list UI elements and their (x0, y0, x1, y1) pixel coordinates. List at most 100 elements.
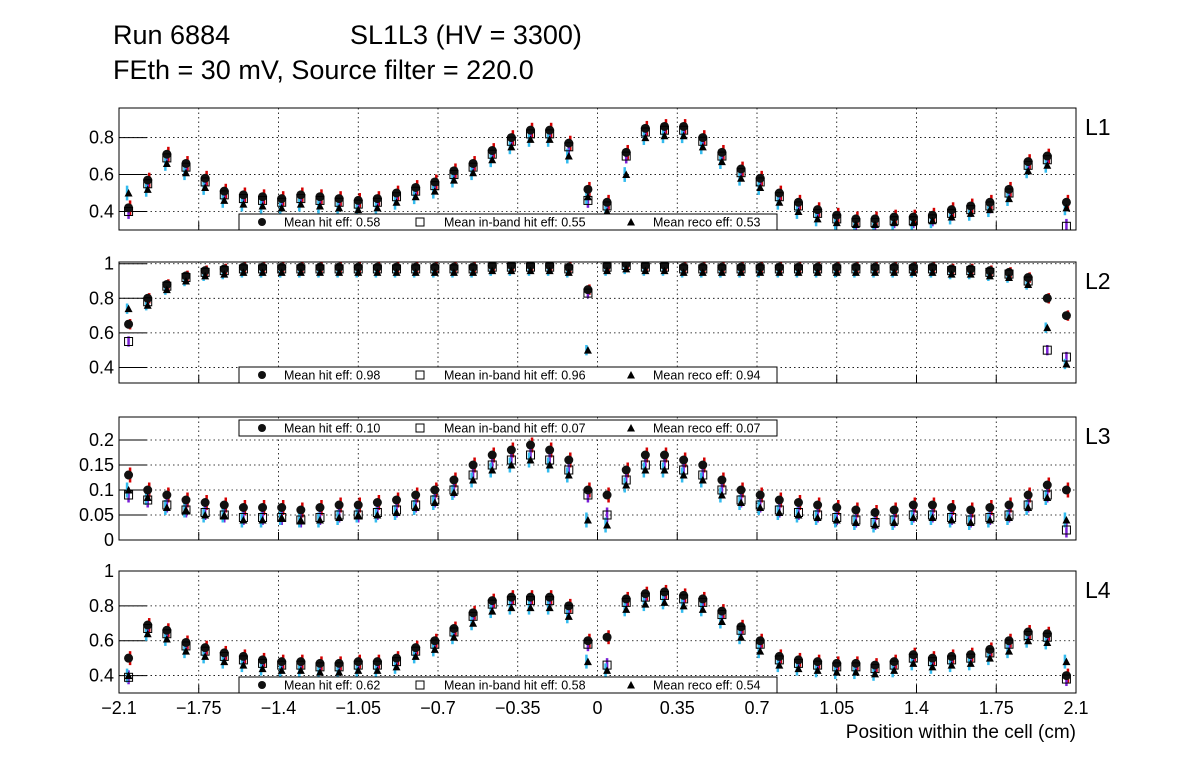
legend-entry: Mean in-band hit eff: 0.07 (444, 422, 586, 436)
reco-marker (660, 266, 669, 275)
reco-marker (373, 511, 382, 519)
reco-marker (851, 268, 860, 276)
reco-marker (679, 601, 688, 610)
hit-marker (1061, 197, 1071, 207)
reco-marker (679, 471, 688, 479)
reco-marker (392, 662, 401, 671)
panel-label: L2 (1085, 268, 1111, 294)
reco-marker (488, 155, 497, 164)
reco-marker (756, 268, 765, 276)
hit-marker (181, 495, 191, 505)
reco-marker (124, 189, 133, 197)
hit-marker (353, 500, 363, 510)
reco-marker (890, 268, 899, 276)
reco-marker (373, 203, 382, 212)
y-tick-label: 0 (104, 530, 114, 550)
hit-marker (583, 285, 593, 295)
x-tick-label: 0 (592, 698, 602, 718)
reco-marker (1024, 166, 1033, 175)
hit-marker (124, 653, 134, 663)
hit-marker (832, 658, 842, 668)
y-tick-label: 0.8 (89, 288, 114, 308)
hit-marker (640, 450, 650, 460)
legend-inband-marker (415, 680, 425, 690)
reco-marker (1043, 493, 1052, 501)
x-axis-label: Position within the cell (cm) (846, 722, 1076, 743)
hit-marker (411, 643, 421, 653)
reco-marker (545, 266, 554, 275)
hit-marker (506, 262, 516, 270)
inband-marker (583, 288, 593, 298)
reco-marker (545, 603, 554, 612)
reco-marker (545, 461, 554, 469)
reco-marker (794, 664, 803, 673)
hit-marker (1042, 293, 1052, 303)
hit-marker (334, 658, 344, 668)
hit-marker (602, 490, 612, 500)
y-tick-label: 0.6 (89, 165, 114, 185)
hit-marker (564, 601, 574, 611)
reco-marker (1005, 647, 1014, 655)
y-tick-label: 0.6 (89, 631, 114, 651)
y-tick-label: 0.4 (89, 202, 114, 222)
reco-marker (181, 506, 190, 514)
inband-marker (1042, 345, 1052, 355)
reco-marker (603, 266, 612, 275)
hit-marker (717, 606, 727, 616)
reco-marker (296, 268, 305, 276)
reco-marker (564, 152, 573, 160)
legend-inband-marker (415, 217, 425, 227)
hit-marker (889, 505, 899, 515)
reco-marker (813, 268, 822, 276)
inband-marker (583, 639, 593, 649)
reco-marker (928, 216, 937, 225)
reco-marker (449, 268, 458, 276)
hit-marker (755, 490, 765, 500)
title-chamber: SL1L3 (HV = 3300) (350, 20, 582, 50)
reco-marker (469, 168, 478, 177)
hit-marker (392, 653, 402, 663)
hit-marker (506, 445, 516, 455)
panel-label: L1 (1085, 114, 1111, 140)
hit-marker (334, 500, 344, 510)
hit-marker (143, 620, 153, 630)
reco-marker (373, 666, 382, 674)
reco-marker (794, 511, 803, 519)
hit-marker (813, 657, 823, 667)
hit-marker (698, 460, 708, 470)
inband-marker (602, 510, 612, 520)
reco-marker (737, 268, 746, 276)
hit-marker (219, 500, 229, 510)
reco-marker (832, 268, 841, 276)
reco-marker (1005, 194, 1014, 203)
hit-marker (851, 658, 861, 668)
reco-marker (603, 207, 612, 216)
reco-marker (277, 513, 286, 521)
hit-marker (200, 643, 210, 653)
legend: Mean hit eff: 0.58 Mean in-band hit eff: … (238, 213, 778, 231)
data-points (124, 262, 1071, 370)
reco-marker (277, 268, 286, 276)
inband-marker (1061, 221, 1071, 230)
hit-marker (1042, 629, 1052, 639)
reco-marker (162, 503, 171, 511)
reco-marker (277, 203, 286, 212)
legend-entry: Mean hit eff: 0.62 (284, 679, 380, 693)
title-settings: FEth = 30 mV, Source filter = 220.0 (113, 55, 534, 85)
reco-marker (1062, 516, 1071, 524)
reco-marker (698, 268, 707, 276)
legend-entry: Mean hit eff: 0.58 (284, 216, 380, 230)
hit-marker (258, 503, 268, 512)
title-run: Run 6884 (113, 20, 230, 50)
reco-marker (392, 508, 401, 516)
reco-marker (469, 476, 478, 484)
reco-marker (488, 466, 497, 474)
x-tick-label: 0.7 (744, 698, 769, 718)
reco-marker (947, 213, 956, 221)
reco-marker (756, 503, 765, 511)
hit-marker (755, 636, 765, 646)
reco-marker (813, 666, 822, 674)
reco-marker (354, 268, 363, 276)
reco-marker (354, 205, 363, 214)
